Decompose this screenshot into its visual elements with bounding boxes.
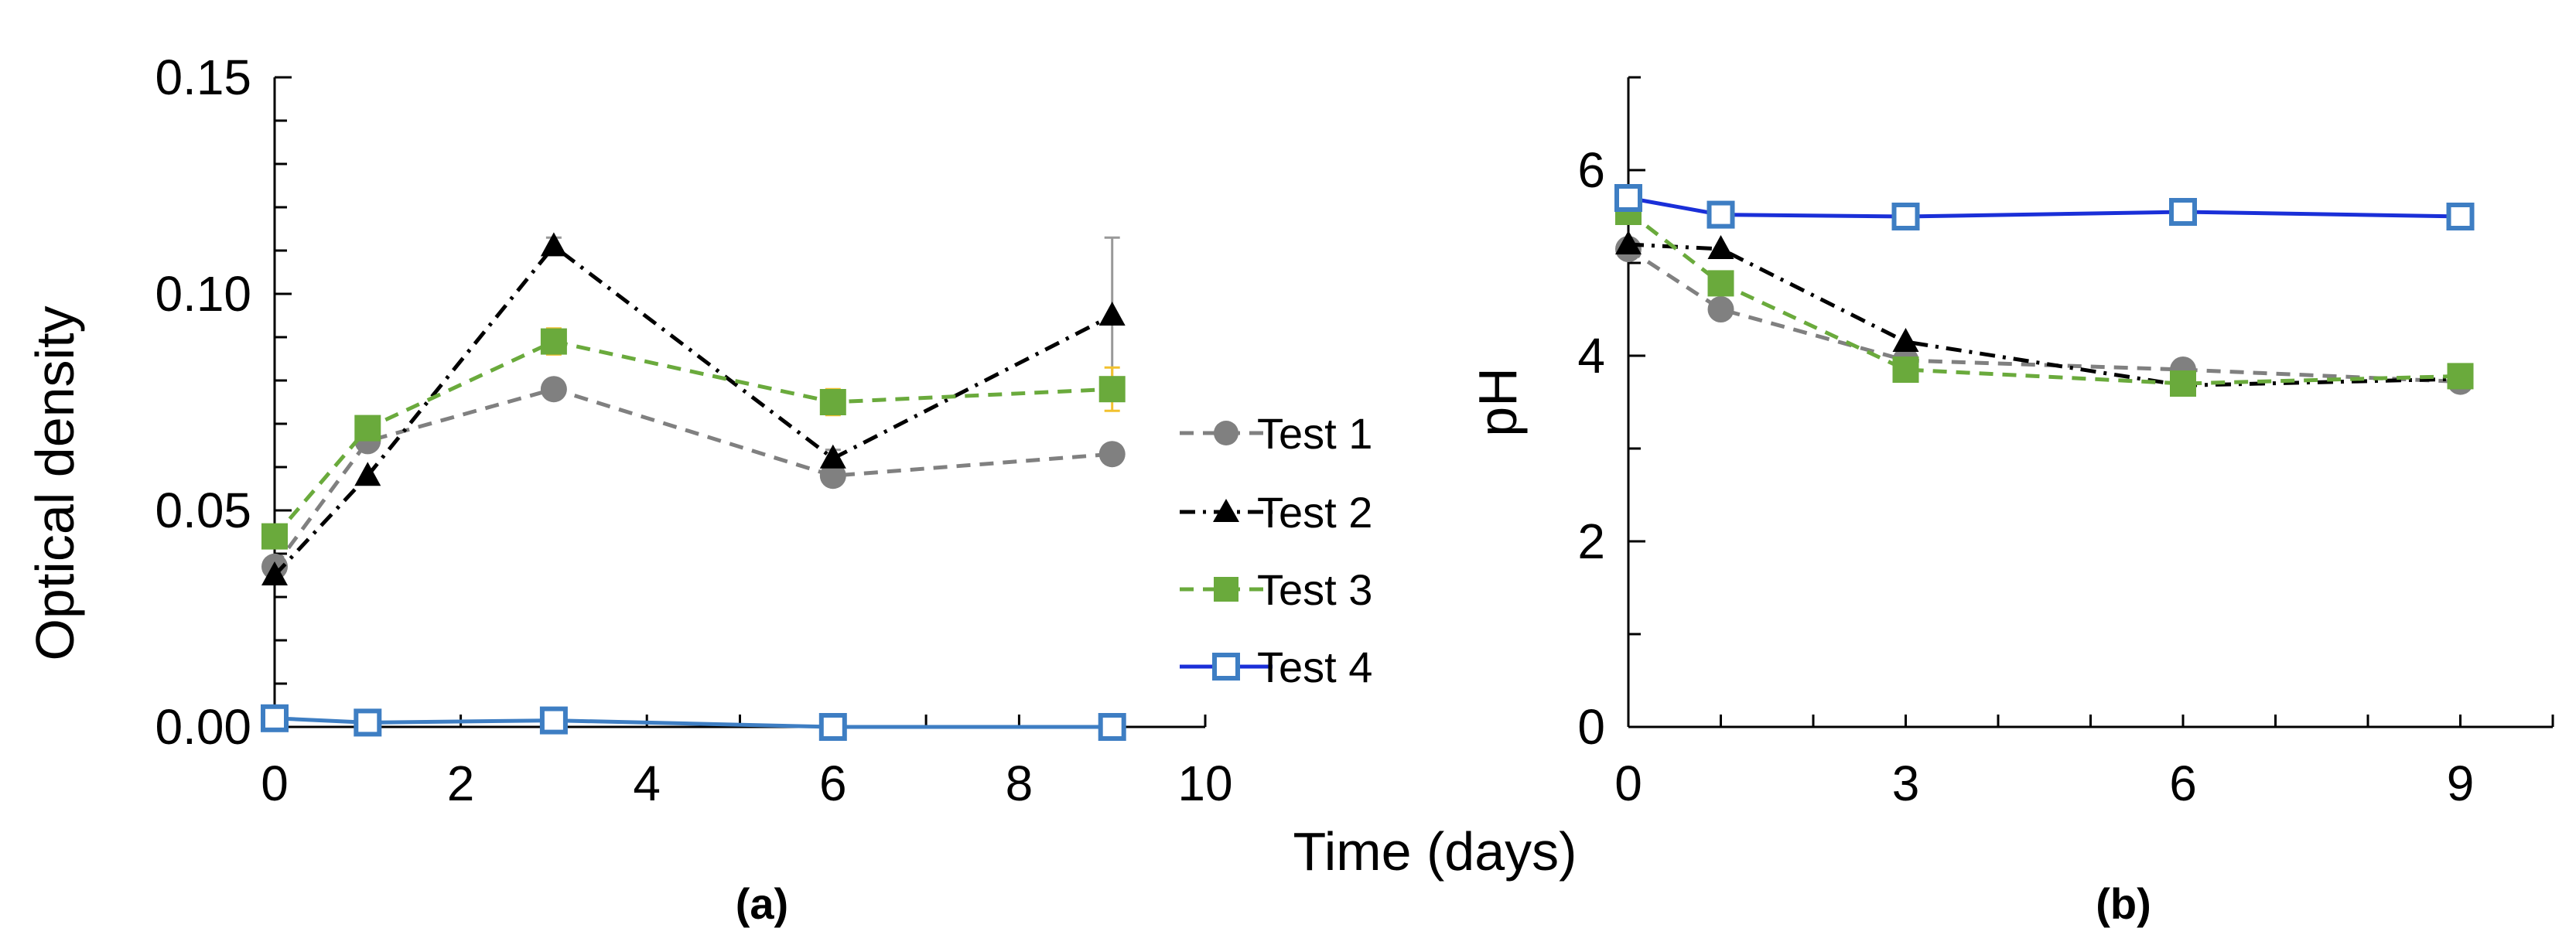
- chart-b-series-test-1-line: [1627, 247, 2461, 384]
- chart-a-series-test-2-point: [819, 444, 846, 469]
- chart-b-y-tick-label: 6: [1577, 142, 1605, 198]
- chart-a-series: [261, 232, 1126, 741]
- chart-b-series-test-2-point: [1707, 235, 1734, 259]
- chart-a-series-test-1-point: [819, 462, 846, 490]
- chart-b-series-test-4-point: [1614, 184, 1642, 212]
- chart-a-series-test-3-point: [261, 523, 288, 550]
- chart-b-x-tick-label: 0: [1614, 756, 1642, 811]
- chart-b-y-tick-label: 2: [1577, 513, 1605, 569]
- chart-b-series-test-3-point: [1892, 357, 1919, 383]
- chart-a-y-tick-label: 0.10: [155, 266, 251, 322]
- chart-b-y-tick-label: 0: [1577, 699, 1605, 755]
- chart-b-x-tick-label: 6: [2169, 756, 2197, 811]
- chart-a-series-test-4-point: [539, 706, 568, 735]
- chart-b-series-test-2-line: [1628, 242, 2461, 387]
- chart-a-series-test-2-point: [1098, 302, 1126, 326]
- chart-b-series-test-4-point: [1891, 203, 1920, 230]
- chart-a-x-tick-label: 4: [633, 756, 661, 811]
- legend: Test 1 Test 2 Test 3 Test 4: [1180, 409, 1372, 691]
- chart-a-series-test-2-point: [354, 462, 381, 486]
- chart-b-series-test-2-point: [1892, 328, 1919, 352]
- chart-b-series-test-3-point: [2170, 370, 2196, 397]
- chart-a-ylabel: Optical density: [25, 305, 85, 660]
- chart-a-series-test-3-point: [819, 389, 846, 415]
- chart-a-x-tick-label: 0: [261, 756, 289, 811]
- chart-b-series-test-4-point: [2169, 198, 2197, 226]
- legend-entry-test-4: Test 4: [1180, 643, 1372, 691]
- chart-b-series-test-4-point: [2446, 203, 2475, 230]
- chart-b-series-test-4-point: [1707, 200, 1735, 229]
- legend-marker-test-1: [1214, 421, 1238, 445]
- legend-entry-test-2: Test 2: [1180, 488, 1372, 537]
- chart-a-x-tick-label: 2: [447, 756, 475, 811]
- chart-a-series-test-2-line: [273, 243, 1113, 577]
- legend-marker-test-4: [1212, 653, 1240, 681]
- chart-a-y-tick-label: 0.00: [155, 699, 251, 755]
- chart-a-series-test-1-point: [1098, 441, 1126, 468]
- legend-label-test-4: Test 4: [1257, 643, 1372, 691]
- legend-marker-test-2: [1213, 499, 1239, 522]
- legend-marker-test-3: [1214, 577, 1238, 602]
- chart-a-series-test-3-point: [1098, 376, 1126, 403]
- chart-b-series-test-3-point: [2447, 363, 2474, 390]
- chart-a-x-tick-label: 6: [819, 756, 847, 811]
- chart-a-series-test-4-line: [274, 716, 1112, 729]
- chart-b-series-test-3-line: [1627, 210, 2461, 386]
- legend-label-test-3: Test 3: [1257, 565, 1372, 614]
- legend-entry-test-1: Test 1: [1180, 409, 1372, 458]
- chart-b-series-test-3-point: [1707, 270, 1734, 297]
- chart-a-x-tick-label: 10: [1177, 756, 1232, 811]
- chart-a-axes: 0 2 4 6 8 10 0.00 0.05 0.10 0.15: [155, 49, 1232, 811]
- chart-a-series-test-4-point: [261, 704, 289, 732]
- chart-b-series-test-1-point: [1707, 296, 1734, 322]
- chart-b-axes: 0 3 6 9 0 2 4 6: [1577, 76, 2554, 811]
- chart-b-x-tick-label: 9: [2447, 756, 2475, 811]
- chart-a-series-test-4-point: [1098, 713, 1126, 741]
- chart-a-optical-density: 0 2 4 6 8 100.000.050.100.15 Optical density …: [25, 49, 1233, 928]
- legend-entry-test-3: Test 3: [1180, 565, 1372, 614]
- chart-b-caption: (b): [2096, 879, 2151, 928]
- chart-a-series-test-2-point: [261, 561, 288, 585]
- chart-a-y-tick-label: 0.05: [155, 483, 251, 538]
- chart-b-y-tick-label: 4: [1577, 328, 1605, 384]
- chart-a-caption: (a): [736, 879, 788, 928]
- chart-a-y-tick-label: 0.15: [155, 49, 251, 105]
- chart-b-ph: 0 3 6 9 0 2 4 6 pH (b): [1467, 76, 2554, 928]
- chart-a-series-test-4-point: [818, 713, 847, 741]
- chart-a-series-test-2-point: [540, 232, 567, 257]
- chart-a-series-test-1-point: [540, 376, 567, 403]
- chart-b-series-test-2-point: [1615, 230, 1642, 254]
- chart-b-series-test-4-line: [1628, 196, 2461, 219]
- chart-b-x-tick-label: 3: [1892, 756, 1920, 811]
- chart-b-series: [1614, 184, 2475, 397]
- chart-a-series-test-4-point: [354, 708, 382, 737]
- chart-a-series-test-3-point: [540, 328, 567, 355]
- chart-a-series-test-3-line: [273, 339, 1112, 538]
- chart-a-series-test-1-line: [272, 387, 1112, 568]
- chart-a-x-tick-label: 8: [1006, 756, 1033, 811]
- chart-a-series-test-3-point: [354, 415, 381, 442]
- chart-b-ylabel: pH: [1467, 367, 1528, 436]
- legend-label-test-2: Test 2: [1257, 488, 1372, 537]
- legend-label-test-1: Test 1: [1257, 409, 1372, 458]
- shared-x-axis-title: Time (days): [1293, 821, 1577, 882]
